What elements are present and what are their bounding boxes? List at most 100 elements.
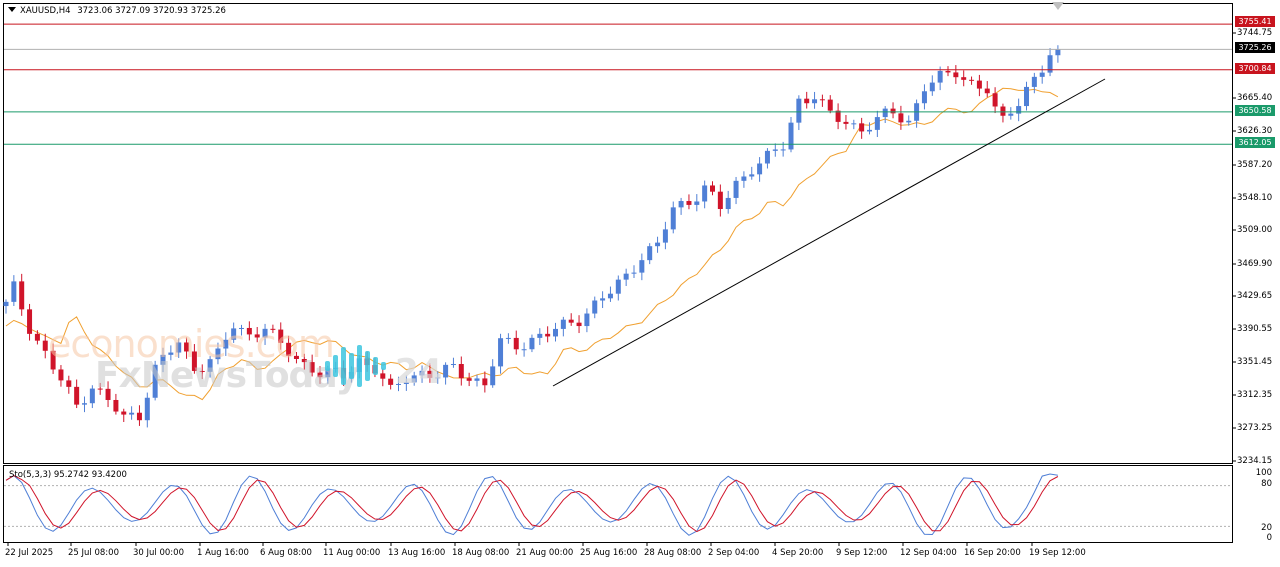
candle-body	[592, 300, 598, 314]
candle-body	[293, 355, 299, 359]
candle-body	[639, 260, 645, 273]
candle-body	[804, 98, 810, 104]
candle-body	[207, 359, 213, 372]
stochastic-main-line	[5, 473, 1058, 536]
candle-body	[184, 342, 190, 352]
candle-body	[435, 377, 441, 379]
candle-body	[867, 129, 872, 132]
candle-body	[749, 174, 755, 177]
candle-body	[113, 399, 119, 412]
chevron-down-icon[interactable]	[8, 7, 16, 12]
candle-body	[780, 149, 786, 151]
stochastic-signal-line	[5, 475, 1059, 533]
candle-body	[929, 82, 935, 92]
candle-body	[443, 364, 449, 378]
candle-body	[521, 349, 527, 351]
time-axis-label: 28 Aug 08:00	[644, 548, 702, 558]
candle-body	[623, 273, 629, 280]
candle-body	[50, 350, 56, 370]
trend-line	[552, 78, 1106, 387]
candle-body	[600, 298, 606, 301]
price-axis-label: 3429.65	[1237, 291, 1273, 301]
candle-body	[239, 327, 244, 329]
candle-body	[733, 180, 739, 198]
candle-body	[42, 340, 48, 351]
candle-body	[961, 77, 967, 80]
tag-current-price: 3725.26	[1235, 42, 1275, 53]
candle-body	[568, 319, 574, 323]
candle-body	[450, 364, 456, 366]
watermark-fxnewstoday: FxNewsToday	[95, 355, 359, 396]
price-axis-label: 3587.20	[1237, 160, 1273, 170]
candle-body	[882, 108, 888, 118]
candle-body	[215, 348, 221, 360]
candle-body	[254, 334, 260, 338]
candle-body	[835, 110, 841, 122]
candle-body	[1031, 76, 1037, 87]
time-axis-label: 6 Aug 08:00	[260, 548, 312, 558]
price-axis-label: 3665.40	[1237, 93, 1273, 103]
time-axis-label: 12 Sep 04:00	[900, 548, 957, 558]
candle-body	[827, 99, 833, 111]
candle-body	[772, 149, 778, 151]
candle-body	[34, 333, 40, 341]
tag-support-1: 3650.58	[1235, 105, 1275, 116]
candle-body	[553, 328, 558, 337]
indicator-frame	[3, 465, 1233, 543]
price-axis-label: 3273.25	[1237, 423, 1273, 433]
candle-body	[270, 328, 276, 330]
price-axis-label: 3234.15	[1237, 456, 1273, 466]
time-axis-label: 22 Jul 2025	[5, 548, 54, 558]
candle-body	[953, 72, 959, 78]
candle-body	[482, 378, 488, 386]
candle-body	[27, 309, 33, 334]
watermark-wave-icon	[325, 345, 386, 387]
candle-body	[710, 185, 715, 192]
watermark-24: 24	[395, 352, 443, 392]
candle-body	[741, 176, 747, 181]
tag-support-2: 3612.05	[1235, 137, 1275, 148]
candle-body	[529, 337, 535, 350]
candle-body	[278, 329, 284, 343]
candle-body	[647, 246, 653, 261]
price-axis-label: 3351.45	[1237, 357, 1273, 367]
candle-body	[607, 293, 613, 299]
candle-body	[662, 229, 668, 243]
candle-body	[898, 113, 904, 123]
chart-shift-icon[interactable]	[1052, 2, 1064, 10]
candle-body	[906, 120, 912, 123]
candle-body	[1016, 106, 1022, 114]
candle-body	[976, 80, 982, 89]
candle-body	[655, 242, 661, 247]
candle-body	[388, 378, 394, 385]
candle-body	[136, 412, 142, 421]
candle-body	[678, 201, 684, 208]
candle-body	[615, 279, 621, 294]
candle-body	[843, 121, 849, 124]
candle-body	[474, 378, 480, 381]
candle-body	[717, 191, 723, 210]
candle-body	[144, 397, 150, 421]
time-axis-label: 30 Jul 00:00	[133, 548, 184, 558]
price-axis-label: 3312.35	[1237, 390, 1273, 400]
candle-body	[584, 313, 590, 327]
candle-body	[262, 328, 268, 338]
candle-body	[121, 411, 127, 415]
chart-title[interactable]: XAUUSD,H4 3723.06 3727.09 3720.93 3725.2…	[8, 6, 226, 16]
moving-average-line	[5, 87, 1059, 401]
candle-body	[89, 388, 95, 404]
sto-level-20: 20	[1261, 523, 1272, 533]
tag-resistance-2: 3700.84	[1235, 63, 1275, 74]
candle-body	[670, 207, 676, 230]
candle-body	[246, 327, 252, 335]
candle-body	[1008, 113, 1014, 116]
candle-body	[505, 337, 511, 339]
candle-body	[725, 197, 731, 210]
candle-body	[560, 319, 566, 329]
candle-body	[631, 272, 637, 274]
candle-body	[874, 117, 880, 130]
candle-body	[74, 386, 80, 405]
candle-body	[984, 88, 990, 94]
candle-body	[812, 99, 818, 104]
